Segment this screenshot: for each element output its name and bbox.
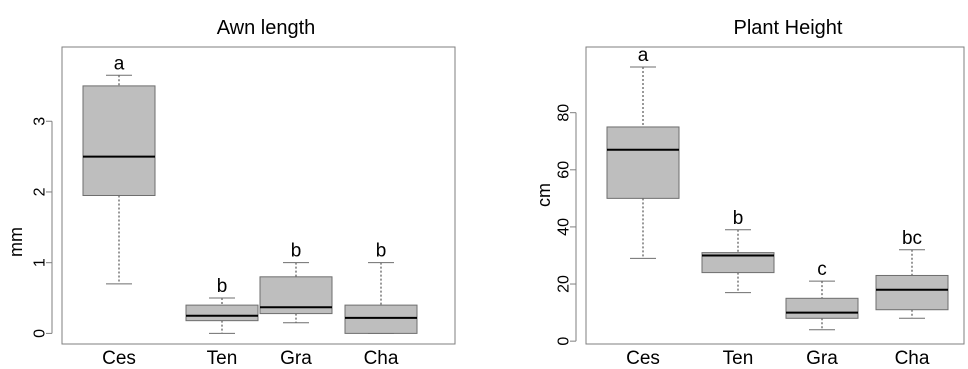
x-category-label: Cha bbox=[895, 348, 930, 369]
x-category-label: Ten bbox=[723, 348, 754, 369]
group-letter: a bbox=[114, 53, 125, 74]
plot-frame bbox=[585, 46, 965, 345]
box-iqr bbox=[185, 304, 259, 322]
y-tick-label: 0 bbox=[556, 337, 573, 346]
group-letter: b bbox=[376, 241, 387, 262]
x-category-label: Cha bbox=[364, 348, 399, 369]
chart-panel-1: Awn length 0 1 2 3 mm a Ces b Ten b Gra b Cha bbox=[6, 17, 456, 369]
plot-frame bbox=[61, 46, 456, 345]
y-axis-label: cm bbox=[534, 183, 554, 207]
x-category-label: Gra bbox=[280, 348, 312, 369]
chart-title: Plant Height bbox=[734, 17, 843, 39]
y-tick-label: 60 bbox=[556, 161, 573, 179]
y-tick-label: 3 bbox=[32, 117, 49, 126]
box-ten: b Ten bbox=[701, 208, 775, 369]
group-letter: b bbox=[733, 208, 744, 229]
y-tick-label: 80 bbox=[556, 104, 573, 122]
group-letter: a bbox=[638, 45, 649, 66]
y-tick-label: 20 bbox=[556, 275, 573, 293]
box-ces: a Ces bbox=[606, 45, 680, 369]
box-iqr bbox=[785, 297, 859, 319]
y-tick-label: 2 bbox=[32, 187, 49, 196]
box-ten: b Ten bbox=[185, 276, 259, 369]
box-iqr bbox=[701, 252, 775, 274]
box-iqr bbox=[606, 126, 680, 199]
y-axis-label: mm bbox=[6, 227, 26, 257]
x-category-label: Ten bbox=[207, 348, 238, 369]
group-letter: b bbox=[291, 241, 302, 262]
y-tick-label: 0 bbox=[32, 329, 49, 338]
group-letter: c bbox=[817, 259, 827, 280]
group-letter: b bbox=[217, 276, 228, 297]
box-iqr bbox=[344, 304, 418, 334]
chart-panel-2: Plant Height 0 20 40 60 80 cm a Ces b Ten c Gra bc Cha bbox=[534, 17, 965, 369]
y-tick-label: 40 bbox=[556, 218, 573, 236]
x-category-label: Gra bbox=[806, 348, 838, 369]
chart-title: Awn length bbox=[217, 17, 316, 39]
x-category-label: Ces bbox=[102, 348, 136, 369]
box-cha: bc Cha bbox=[875, 228, 949, 369]
group-letter: bc bbox=[902, 228, 922, 249]
box-iqr bbox=[875, 274, 949, 311]
box-ces: a Ces bbox=[82, 53, 156, 369]
box-iqr bbox=[82, 85, 156, 196]
box-gra: c Gra bbox=[785, 259, 859, 369]
box-gra: b Gra bbox=[259, 241, 333, 369]
y-tick-label: 1 bbox=[32, 258, 49, 267]
x-category-label: Ces bbox=[626, 348, 660, 369]
box-cha: b Cha bbox=[344, 241, 418, 369]
